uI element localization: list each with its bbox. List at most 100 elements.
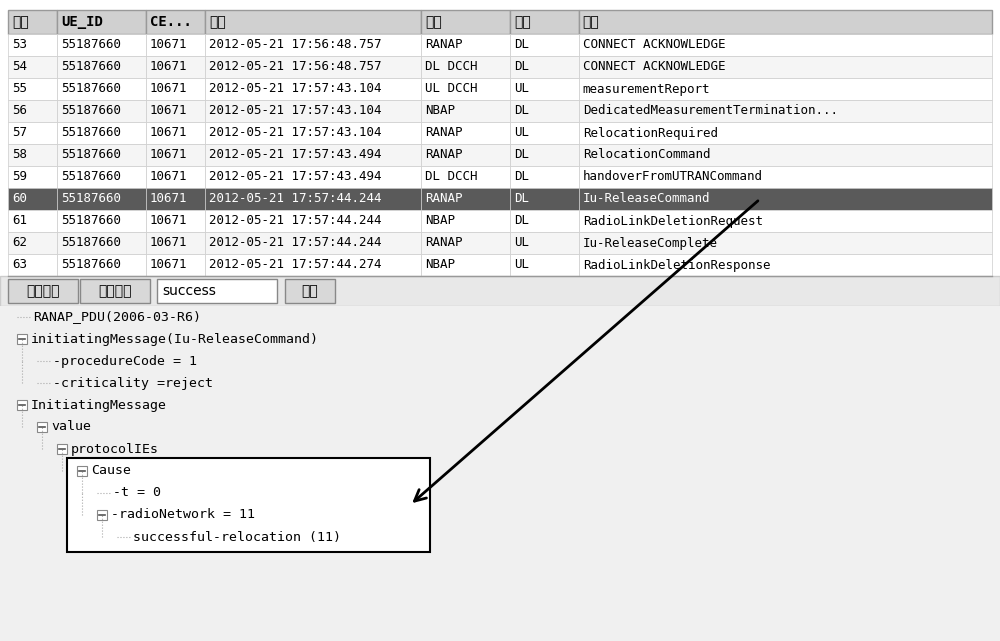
Bar: [421, 122, 510, 144]
Text: 55187660: 55187660: [61, 258, 121, 272]
Text: 55187660: 55187660: [61, 126, 121, 140]
Text: 树形显示: 树形显示: [98, 284, 132, 298]
Text: 10671: 10671: [150, 83, 187, 96]
Bar: [146, 188, 205, 210]
Text: RANAP: RANAP: [425, 38, 463, 51]
Bar: [8, 122, 57, 144]
Text: RANAP: RANAP: [425, 149, 463, 162]
Bar: [579, 188, 992, 210]
Bar: [579, 122, 992, 144]
Text: Iu-ReleaseCommand: Iu-ReleaseCommand: [583, 192, 710, 206]
Text: RANAP: RANAP: [425, 192, 463, 206]
Bar: [205, 188, 421, 210]
Bar: [8, 56, 57, 78]
Bar: [205, 34, 421, 56]
Text: RadioLinkDeletionResponse: RadioLinkDeletionResponse: [583, 258, 770, 272]
Text: 10671: 10671: [150, 149, 187, 162]
Bar: [8, 166, 57, 188]
Bar: [510, 122, 579, 144]
Bar: [57, 166, 146, 188]
Bar: [146, 166, 205, 188]
Text: handoverFromUTRANCommand: handoverFromUTRANCommand: [583, 171, 763, 183]
Text: measurementReport: measurementReport: [583, 83, 710, 96]
Bar: [57, 100, 146, 122]
Bar: [579, 166, 992, 188]
Bar: [510, 166, 579, 188]
Text: 序号: 序号: [12, 15, 29, 29]
Bar: [8, 210, 57, 232]
Text: 58: 58: [12, 149, 27, 162]
Text: successful-relocation (11): successful-relocation (11): [133, 531, 341, 544]
Bar: [579, 100, 992, 122]
Text: 方向: 方向: [514, 15, 531, 29]
Bar: [205, 78, 421, 100]
Text: UL: UL: [514, 237, 529, 249]
Bar: [421, 78, 510, 100]
Bar: [146, 210, 205, 232]
Bar: [421, 144, 510, 166]
Bar: [17, 334, 27, 344]
Text: -t = 0: -t = 0: [113, 487, 161, 499]
Text: 2012-05-21 17:57:43.104: 2012-05-21 17:57:43.104: [209, 126, 381, 140]
Bar: [146, 254, 205, 276]
Bar: [205, 10, 421, 34]
Text: 53: 53: [12, 38, 27, 51]
Text: UL: UL: [514, 258, 529, 272]
Bar: [421, 100, 510, 122]
Text: 10671: 10671: [150, 215, 187, 228]
Bar: [205, 166, 421, 188]
Bar: [8, 232, 57, 254]
Text: CE...: CE...: [150, 15, 192, 29]
Bar: [146, 34, 205, 56]
Bar: [205, 100, 421, 122]
Bar: [57, 444, 67, 454]
Bar: [579, 210, 992, 232]
Text: DL: DL: [514, 215, 529, 228]
Bar: [146, 78, 205, 100]
Text: -radioNetwork = 11: -radioNetwork = 11: [111, 508, 255, 522]
Text: CONNECT ACKNOWLEDGE: CONNECT ACKNOWLEDGE: [583, 60, 725, 74]
Bar: [579, 78, 992, 100]
Bar: [97, 510, 107, 520]
Text: 10671: 10671: [150, 60, 187, 74]
Text: 57: 57: [12, 126, 27, 140]
Bar: [8, 254, 57, 276]
Text: 10671: 10671: [150, 237, 187, 249]
Text: UL: UL: [514, 83, 529, 96]
Text: 55: 55: [12, 83, 27, 96]
Bar: [57, 254, 146, 276]
Text: DL DCCH: DL DCCH: [425, 60, 478, 74]
Text: 61: 61: [12, 215, 27, 228]
Bar: [57, 78, 146, 100]
Text: UL DCCH: UL DCCH: [425, 83, 478, 96]
Text: value: value: [51, 420, 91, 433]
Bar: [57, 188, 146, 210]
Bar: [8, 279, 78, 303]
Bar: [8, 10, 57, 34]
Text: DL: DL: [514, 171, 529, 183]
Text: 10671: 10671: [150, 192, 187, 206]
Text: 55187660: 55187660: [61, 104, 121, 117]
Text: 消息: 消息: [583, 15, 599, 29]
Bar: [8, 188, 57, 210]
Text: DL: DL: [514, 192, 529, 206]
Text: 60: 60: [12, 192, 27, 206]
Text: 55187660: 55187660: [61, 83, 121, 96]
Bar: [510, 34, 579, 56]
Text: 10671: 10671: [150, 126, 187, 140]
Bar: [17, 400, 27, 410]
Bar: [510, 78, 579, 100]
Bar: [37, 422, 47, 432]
Text: NBAP: NBAP: [425, 104, 455, 117]
Text: RelocationRequired: RelocationRequired: [583, 126, 718, 140]
Bar: [579, 34, 992, 56]
Text: 56: 56: [12, 104, 27, 117]
Bar: [510, 254, 579, 276]
Text: 2012-05-21 17:57:43.494: 2012-05-21 17:57:43.494: [209, 149, 381, 162]
Bar: [8, 100, 57, 122]
Bar: [77, 466, 87, 476]
Text: RANAP: RANAP: [425, 237, 463, 249]
Text: RANAP_PDU(2006-03-R6): RANAP_PDU(2006-03-R6): [33, 310, 201, 324]
Bar: [0, 306, 1000, 641]
Text: DL: DL: [514, 149, 529, 162]
